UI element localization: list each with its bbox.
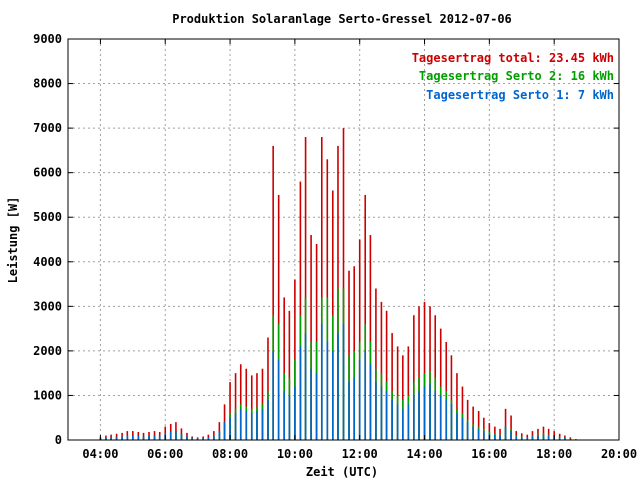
x-tick-label: 16:00: [471, 447, 507, 461]
bar-serto-1: [381, 387, 383, 440]
x-tick-label: 14:00: [406, 447, 442, 461]
bar-serto-1: [213, 436, 215, 440]
chart-title: Produktion Solaranlage Serto-Gressel 201…: [172, 12, 512, 26]
bar-serto-1: [440, 395, 442, 440]
bar-serto-1: [132, 436, 134, 440]
bar-serto-1: [138, 436, 140, 440]
x-tick-label: 12:00: [342, 447, 378, 461]
bar-serto-1: [262, 409, 264, 440]
legend: Tagesertrag total: 23.45 kWh Tagesertrag…: [412, 51, 614, 102]
bar-serto-1: [343, 324, 345, 440]
bar-serto-1: [537, 436, 539, 440]
legend-entry-serto-1: Tagesertrag Serto 1: 7 kWh: [426, 88, 614, 102]
bar-serto-1: [483, 431, 485, 440]
x-tick-label: 04:00: [82, 447, 118, 461]
bar-serto-1: [402, 409, 404, 440]
y-tick-label: 5000: [33, 210, 62, 224]
bar-serto-1: [408, 404, 410, 440]
y-tick-label: 9000: [33, 32, 62, 46]
bar-serto-1: [321, 324, 323, 440]
y-tick-label: 3000: [33, 299, 62, 313]
y-tick-label: 1000: [33, 388, 62, 402]
bar-serto-1: [121, 436, 123, 440]
bar-serto-1: [235, 413, 237, 440]
bar-serto-1: [478, 429, 480, 440]
bar-serto-1: [434, 391, 436, 440]
bar-serto-1: [456, 413, 458, 440]
bar-serto-1: [505, 427, 507, 440]
bar-serto-1: [181, 434, 183, 440]
bar-serto-1: [548, 436, 550, 440]
bar-serto-1: [451, 404, 453, 440]
bar-serto-1: [364, 351, 366, 440]
bar-serto-1: [359, 360, 361, 440]
bar-serto-1: [148, 436, 150, 440]
bar-serto-1: [256, 411, 258, 440]
y-axis-label: Leistung [W]: [6, 197, 20, 284]
bar-serto-1: [386, 391, 388, 440]
bar-serto-1: [143, 436, 145, 440]
bar-serto-1: [186, 436, 188, 440]
bar-serto-1: [543, 435, 545, 440]
bar-serto-1: [353, 378, 355, 440]
bar-serto-1: [224, 422, 226, 440]
y-tick-label: 8000: [33, 77, 62, 91]
x-tick-label: 18:00: [536, 447, 572, 461]
legend-entry-serto-2: Tagesertrag Serto 2: 16 kWh: [419, 69, 614, 83]
bar-serto-1: [175, 431, 177, 440]
y-tick-label: 6000: [33, 166, 62, 180]
bar-serto-1: [413, 395, 415, 440]
bar-serto-1: [240, 409, 242, 440]
y-tick-label: 0: [55, 433, 62, 447]
bar-serto-1: [532, 436, 534, 440]
y-tick-label: 2000: [33, 344, 62, 358]
x-tick-label: 20:00: [601, 447, 637, 461]
bar-serto-1: [397, 404, 399, 440]
bar-serto-1: [515, 436, 517, 440]
bar-serto-1: [332, 351, 334, 440]
y-tick-label: 4000: [33, 255, 62, 269]
bar-serto-1: [127, 436, 129, 440]
bar-serto-1: [219, 431, 221, 440]
bar-serto-1: [391, 400, 393, 440]
bar-serto-1: [294, 387, 296, 440]
bar-serto-1: [278, 360, 280, 440]
bar-serto-1: [510, 431, 512, 440]
bar-serto-1: [170, 432, 172, 440]
bar-serto-1: [289, 395, 291, 440]
bar-serto-1: [424, 387, 426, 440]
bar-serto-1: [272, 351, 274, 440]
bar-serto-1: [310, 369, 312, 440]
bar-serto-1: [370, 364, 372, 440]
bar-serto-1: [251, 413, 253, 440]
bar-serto-1: [418, 391, 420, 440]
bar-serto-1: [154, 436, 156, 440]
x-axis-label: Zeit (UTC): [306, 465, 378, 479]
legend-entry-total: Tagesertrag total: 23.45 kWh: [412, 51, 614, 65]
bar-serto-1: [375, 382, 377, 440]
x-tick-label: 06:00: [147, 447, 183, 461]
x-tick-label: 08:00: [212, 447, 248, 461]
bar-serto-1: [348, 382, 350, 440]
bar-serto-1: [159, 436, 161, 440]
bar-serto-1: [283, 391, 285, 440]
x-tick-label: 10:00: [277, 447, 313, 461]
bar-serto-1: [300, 346, 302, 440]
bar-serto-1: [467, 422, 469, 440]
bar-serto-1: [494, 435, 496, 440]
bar-serto-1: [472, 427, 474, 440]
bar-serto-1: [245, 411, 247, 440]
bar-serto-1: [305, 333, 307, 440]
bar-serto-1: [316, 373, 318, 440]
bar-serto-1: [445, 400, 447, 440]
bar-serto-1: [462, 418, 464, 440]
bar-serto-1: [326, 342, 328, 440]
bar-serto-1: [337, 333, 339, 440]
bar-serto-1: [429, 384, 431, 440]
y-tick-label: 7000: [33, 121, 62, 135]
bar-serto-1: [267, 400, 269, 440]
bar-serto-1: [499, 436, 501, 440]
